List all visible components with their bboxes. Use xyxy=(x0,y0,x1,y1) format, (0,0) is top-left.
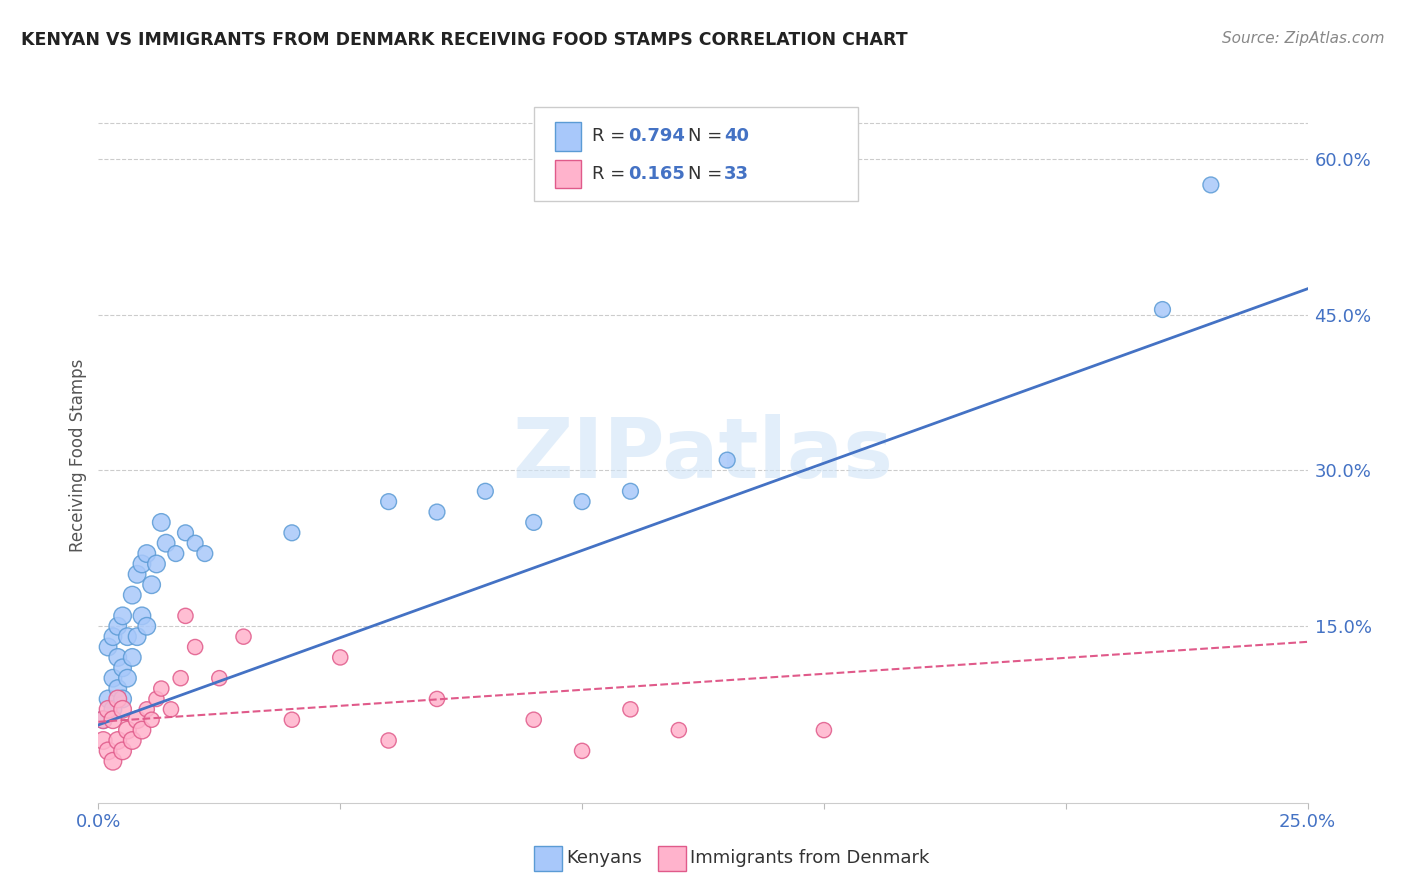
Point xyxy=(716,453,738,467)
Point xyxy=(281,713,304,727)
Point xyxy=(127,567,149,582)
Point xyxy=(141,578,163,592)
Text: N =: N = xyxy=(688,128,727,145)
Point xyxy=(571,494,593,508)
Point xyxy=(165,547,187,561)
Point xyxy=(329,650,352,665)
Point xyxy=(571,744,593,758)
Point xyxy=(121,650,143,665)
Point xyxy=(619,702,641,716)
Point xyxy=(174,608,197,623)
Text: 0.165: 0.165 xyxy=(628,165,685,183)
Point xyxy=(160,702,183,716)
Point xyxy=(194,547,217,561)
Point xyxy=(150,516,173,530)
Point xyxy=(127,630,149,644)
Point xyxy=(107,650,129,665)
Point xyxy=(131,723,153,738)
Point xyxy=(523,713,546,727)
Point xyxy=(107,619,129,633)
Point xyxy=(619,484,641,499)
Point xyxy=(127,713,149,727)
Point xyxy=(281,525,304,540)
Point xyxy=(184,640,207,654)
Point xyxy=(135,547,157,561)
Point xyxy=(107,692,129,706)
Point xyxy=(426,505,449,519)
Point xyxy=(377,733,399,747)
Point xyxy=(145,557,167,571)
Point xyxy=(117,671,139,685)
Text: Source: ZipAtlas.com: Source: ZipAtlas.com xyxy=(1222,31,1385,46)
Point xyxy=(174,525,197,540)
Point xyxy=(232,630,254,644)
Point xyxy=(135,619,157,633)
Point xyxy=(91,733,114,747)
Point xyxy=(155,536,177,550)
Point xyxy=(145,692,167,706)
Point xyxy=(111,744,134,758)
Text: KENYAN VS IMMIGRANTS FROM DENMARK RECEIVING FOOD STAMPS CORRELATION CHART: KENYAN VS IMMIGRANTS FROM DENMARK RECEIV… xyxy=(21,31,908,49)
Point xyxy=(97,702,120,716)
Point xyxy=(135,702,157,716)
Text: Kenyans: Kenyans xyxy=(567,849,643,867)
Point xyxy=(101,630,124,644)
Point xyxy=(111,692,134,706)
Point xyxy=(169,671,191,685)
Point xyxy=(208,671,231,685)
Point xyxy=(101,754,124,768)
Point xyxy=(523,516,546,530)
Text: ZIPatlas: ZIPatlas xyxy=(513,415,893,495)
Point xyxy=(101,713,124,727)
Point xyxy=(111,608,134,623)
Text: Immigrants from Denmark: Immigrants from Denmark xyxy=(690,849,929,867)
Text: N =: N = xyxy=(688,165,727,183)
Point xyxy=(91,713,114,727)
Point xyxy=(1199,178,1222,192)
Point xyxy=(111,702,134,716)
Point xyxy=(121,588,143,602)
Point xyxy=(426,692,449,706)
Point xyxy=(97,744,120,758)
Text: 33: 33 xyxy=(724,165,749,183)
Point xyxy=(131,557,153,571)
Point xyxy=(668,723,690,738)
Point xyxy=(813,723,835,738)
Point xyxy=(111,661,134,675)
Point xyxy=(377,494,399,508)
Point xyxy=(107,733,129,747)
Text: R =: R = xyxy=(592,128,631,145)
Text: 0.794: 0.794 xyxy=(628,128,685,145)
Y-axis label: Receiving Food Stamps: Receiving Food Stamps xyxy=(69,359,87,551)
Point xyxy=(107,681,129,696)
Point xyxy=(117,723,139,738)
Point xyxy=(91,713,114,727)
Text: 40: 40 xyxy=(724,128,749,145)
Point xyxy=(121,733,143,747)
Text: R =: R = xyxy=(592,165,631,183)
Point xyxy=(117,630,139,644)
Point xyxy=(101,702,124,716)
Point xyxy=(101,671,124,685)
Point xyxy=(474,484,496,499)
Point xyxy=(131,608,153,623)
Point xyxy=(97,640,120,654)
Point xyxy=(97,692,120,706)
Point xyxy=(150,681,173,696)
Point xyxy=(141,713,163,727)
Point xyxy=(184,536,207,550)
Point xyxy=(1152,302,1174,317)
